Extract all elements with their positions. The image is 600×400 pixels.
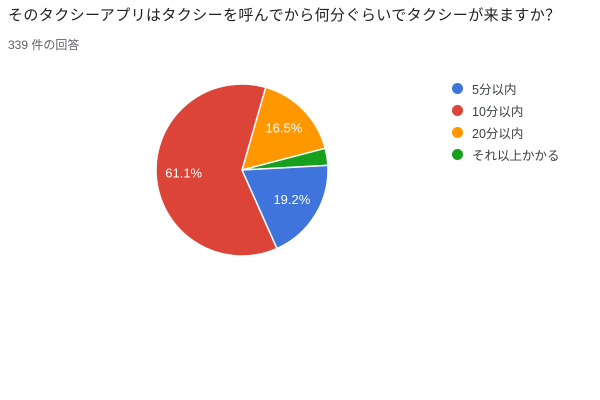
legend-label: 10分以内 <box>472 104 524 119</box>
pie-slice-2 <box>241 86 326 171</box>
slice-percent-label: 16.5% <box>265 121 302 136</box>
legend-item-3: それ以上かかる <box>452 143 560 165</box>
legend-dot-icon <box>452 148 463 160</box>
legend-label: 20分以内 <box>472 126 524 141</box>
question-title: そのタクシーアプリはタクシーを呼んでから何分ぐらいでタクシーが来ますか？ <box>8 7 561 24</box>
legend-dot-icon <box>452 82 463 94</box>
legend-dot-icon <box>452 104 463 116</box>
legend: 5分以内 10分以内 20分以内それ以上かかる <box>452 77 560 165</box>
legend-dot-icon <box>452 126 463 138</box>
legend-item-0: 5分以内 <box>452 77 560 99</box>
legend-item-1: 10分以内 <box>452 99 560 121</box>
pie-slice-0 <box>241 164 329 250</box>
slice-percent-label: 19.2% <box>273 192 310 207</box>
legend-label: 5分以内 <box>472 82 517 97</box>
legend-label: それ以上かかる <box>472 148 560 163</box>
pie-slice-1 <box>155 83 278 257</box>
legend-item-2: 20分以内 <box>452 121 560 143</box>
slice-percent-label: 61.1% <box>165 166 202 181</box>
response-count: 339 件の回答 <box>8 38 80 52</box>
